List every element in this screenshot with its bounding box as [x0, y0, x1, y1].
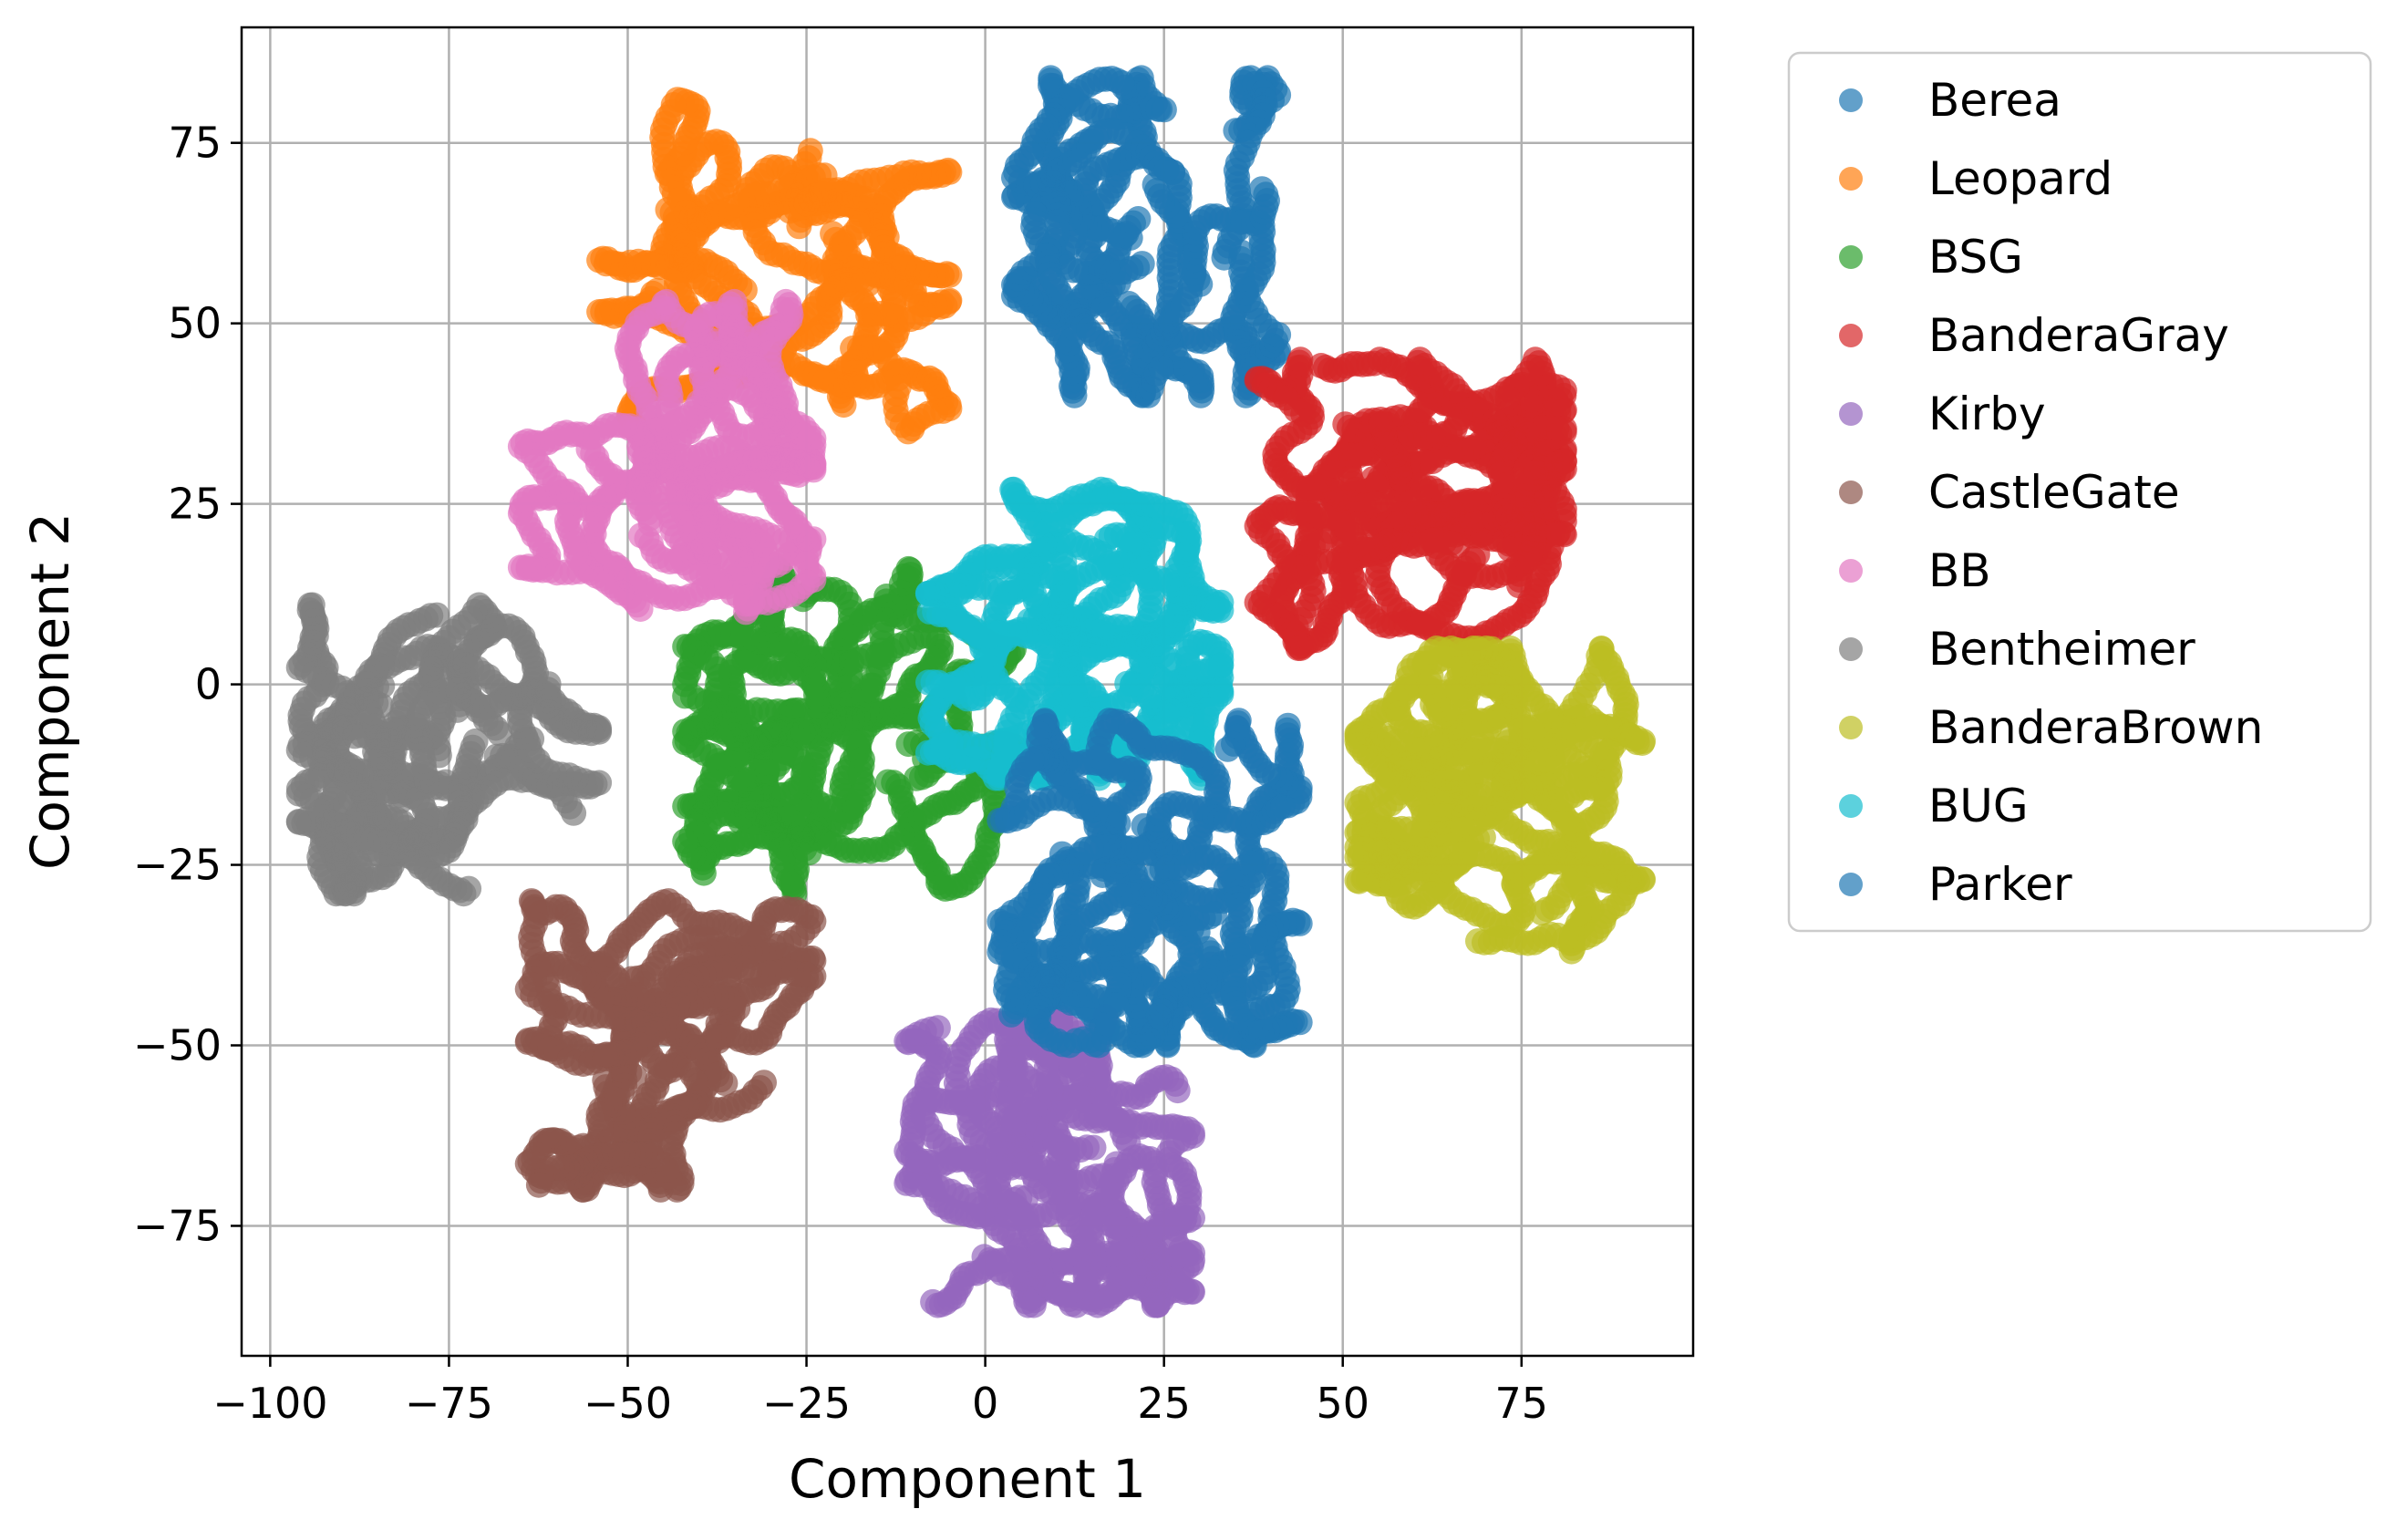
- data-point: [797, 840, 822, 865]
- data-point: [855, 272, 881, 297]
- data-point: [1149, 356, 1174, 381]
- data-point: [1094, 255, 1120, 281]
- data-point: [840, 336, 865, 361]
- data-point: [860, 673, 885, 698]
- data-point: [740, 922, 766, 947]
- data-point: [1104, 1152, 1130, 1177]
- data-point: [1084, 1103, 1110, 1129]
- data-point: [594, 1041, 619, 1067]
- data-point: [1160, 160, 1185, 185]
- data-point: [925, 1015, 951, 1040]
- data-point: [1352, 536, 1378, 562]
- data-point: [1165, 1078, 1191, 1103]
- data-point: [1290, 401, 1316, 427]
- data-point: [1212, 245, 1237, 271]
- data-point: [1542, 388, 1567, 414]
- data-point: [1152, 97, 1177, 122]
- data-point: [1368, 412, 1393, 438]
- data-point: [820, 221, 845, 246]
- data-point: [1249, 176, 1275, 202]
- data-point: [920, 1289, 945, 1315]
